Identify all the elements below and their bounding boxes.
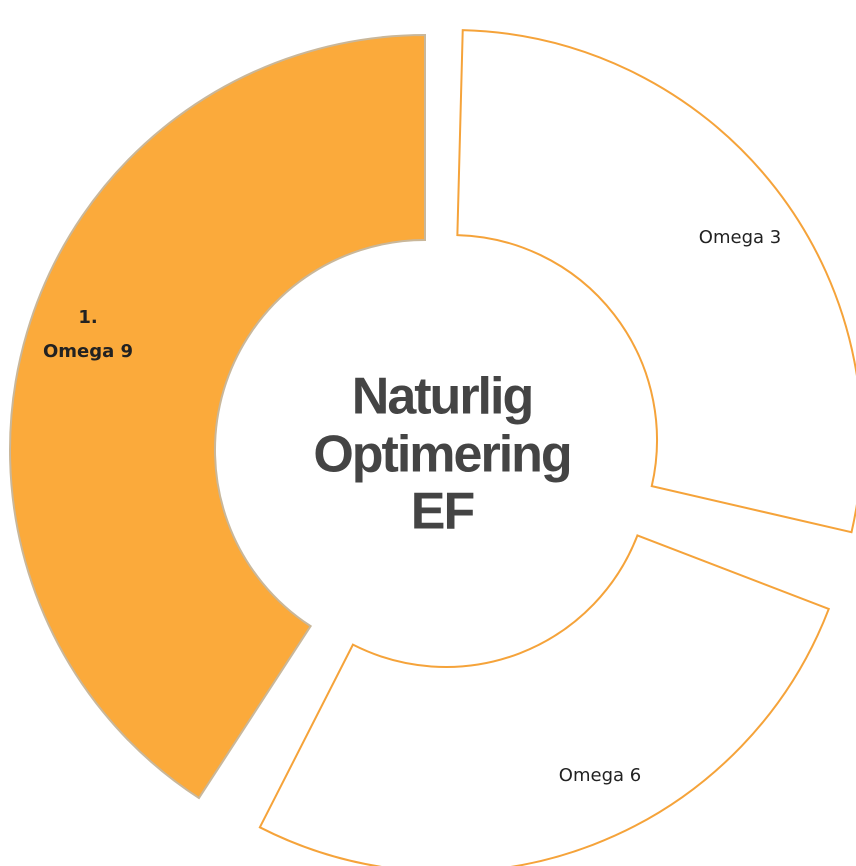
- segment-label: Omega 3: [699, 227, 781, 248]
- segment-label: 1.: [78, 307, 97, 328]
- center-title: Optimering: [313, 426, 570, 484]
- segment-omega-3: [456, 29, 856, 534]
- center-title: EF: [411, 483, 474, 541]
- segment-omega-9: [9, 33, 426, 800]
- center-title: Naturlig: [352, 368, 532, 426]
- segment-label: Omega 6: [559, 765, 641, 786]
- segment-label: Omega 9: [43, 341, 133, 362]
- segment-omega-6: [258, 534, 831, 866]
